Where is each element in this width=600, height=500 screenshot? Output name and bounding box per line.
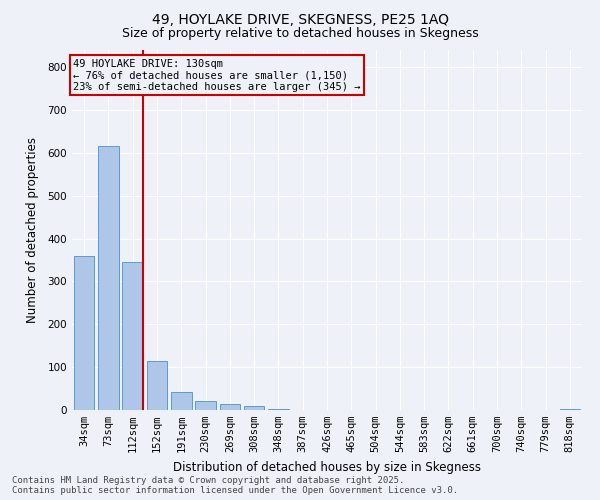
Text: 49 HOYLAKE DRIVE: 130sqm
← 76% of detached houses are smaller (1,150)
23% of sem: 49 HOYLAKE DRIVE: 130sqm ← 76% of detach… (73, 58, 361, 92)
Bar (220, 404, 240, 410)
Bar (146, 360, 167, 410)
Y-axis label: Number of detached properties: Number of detached properties (26, 137, 39, 323)
Bar (122, 262, 143, 410)
Bar (195, 402, 216, 410)
Bar (98, 146, 119, 410)
Text: Size of property relative to detached houses in Skegness: Size of property relative to detached ho… (122, 28, 478, 40)
Text: 49, HOYLAKE DRIVE, SKEGNESS, PE25 1AQ: 49, HOYLAKE DRIVE, SKEGNESS, PE25 1AQ (151, 12, 449, 26)
Bar (74, 256, 94, 410)
Text: Contains public sector information licensed under the Open Government Licence v3: Contains public sector information licen… (12, 486, 458, 495)
Bar (268, 409, 289, 410)
X-axis label: Distribution of detached houses by size in Skegness: Distribution of detached houses by size … (173, 460, 481, 473)
Bar (244, 406, 265, 410)
Text: Contains HM Land Registry data © Crown copyright and database right 2025.: Contains HM Land Registry data © Crown c… (12, 476, 404, 485)
Bar (560, 409, 580, 410)
Bar (171, 392, 191, 410)
